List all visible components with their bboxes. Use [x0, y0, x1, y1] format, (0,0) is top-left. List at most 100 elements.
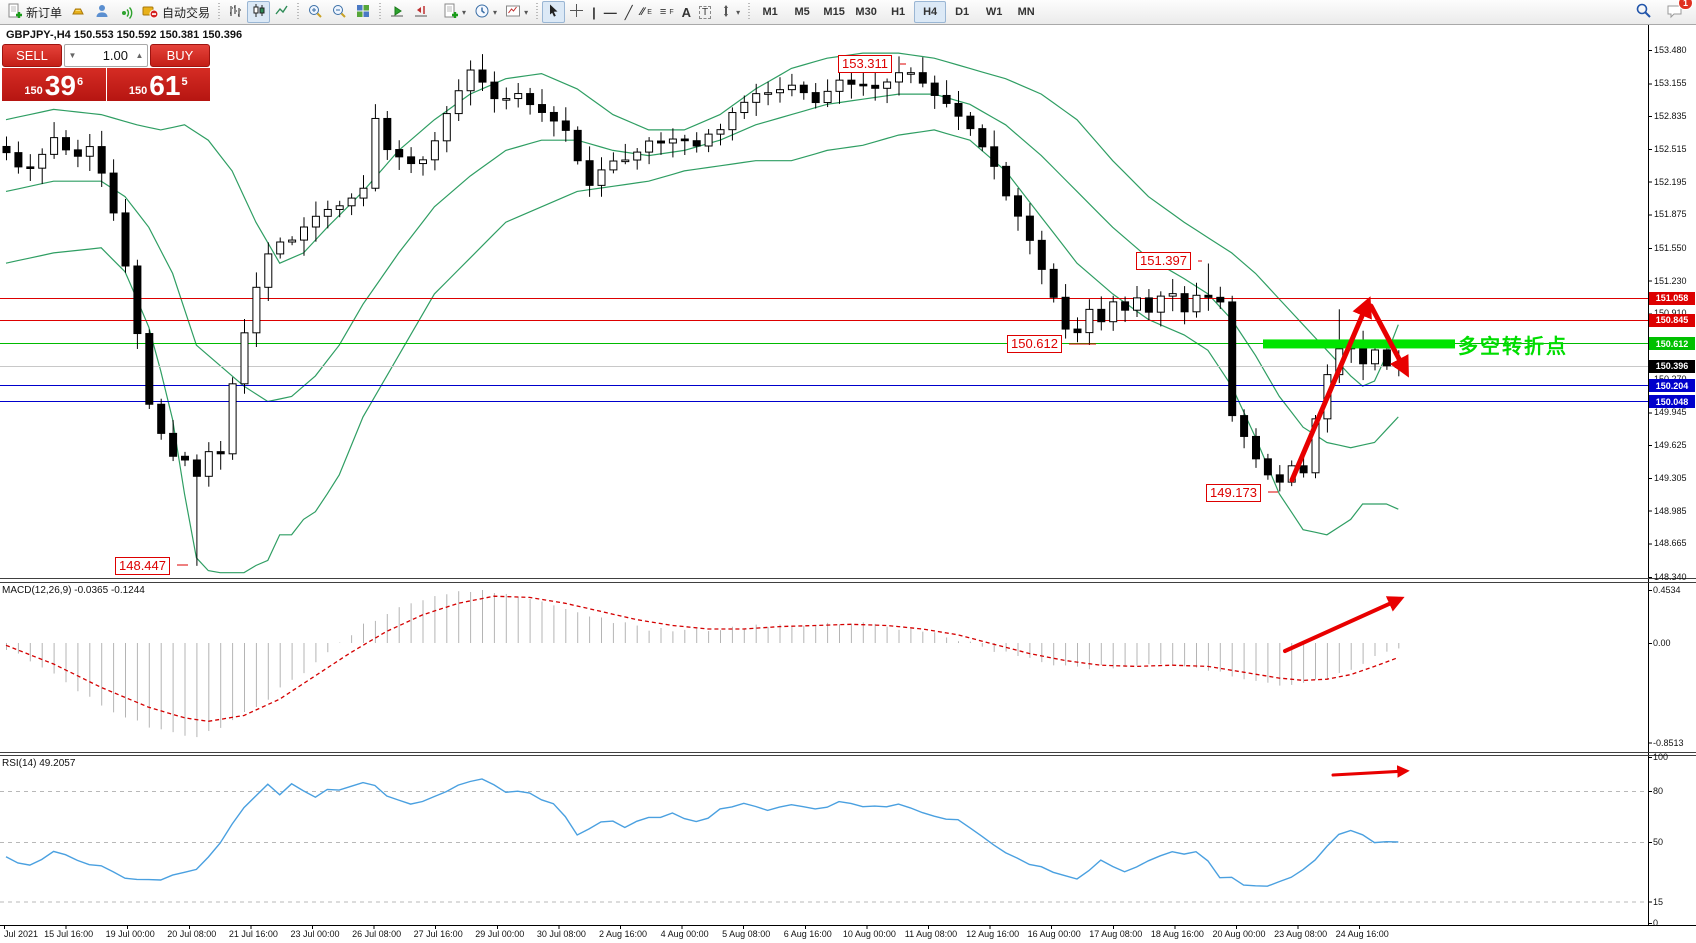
volume-value[interactable]: 1.00 — [102, 48, 128, 63]
candle-body — [430, 140, 439, 161]
price-tick: 148.985 — [1654, 505, 1687, 516]
timeframe-MN[interactable]: MN — [1017, 6, 1035, 18]
search-button[interactable] — [1631, 1, 1656, 23]
price-tick: 150.270 — [1654, 374, 1687, 384]
candle-body — [419, 159, 427, 165]
timeframe-H4[interactable]: H4 — [914, 1, 947, 23]
zoom-out-button[interactable] — [327, 1, 351, 23]
drawn-arrow-4[interactable] — [1331, 765, 1410, 778]
volume-decrease-button[interactable]: ▼ — [68, 51, 77, 60]
candlestick-chart-button[interactable] — [247, 1, 271, 23]
bollinger-lower-band — [5, 129, 1399, 574]
macd-histogram — [6, 589, 1400, 738]
timeframe-M5[interactable]: M5 — [794, 6, 810, 18]
notification-badge: 1 — [1677, 0, 1693, 10]
crosshair-tool-button[interactable] — [565, 1, 588, 23]
indicators-add-button[interactable]: ▾ — [439, 1, 470, 23]
timeframe-M15[interactable]: M15 — [823, 6, 845, 18]
symbol-ohlc-label: GBPJPY-,H4 150.553 150.592 150.381 150.3… — [6, 29, 243, 41]
candle-body — [704, 133, 713, 147]
price-callout-151.397[interactable]: 151.397 — [1136, 252, 1191, 270]
candle-body — [906, 72, 915, 75]
turning-point-annotation: 多空转折点 — [1458, 336, 1568, 358]
one-click-trading-widget: SELL ▼ 1.00 ▲ BUY 150 39 6 150 61 5 — [2, 44, 210, 101]
time-tick: 11 Aug 08:00 — [904, 929, 958, 939]
chart-shift-icon — [413, 3, 429, 22]
drawn-arrow-2[interactable] — [1368, 303, 1409, 378]
candle-body — [549, 111, 558, 122]
cursor-tool-button[interactable] — [542, 1, 566, 23]
price-callout-150.612[interactable]: 150.612 — [1007, 335, 1062, 353]
candle-body — [73, 149, 82, 157]
channel-tool-button[interactable]: ∕∕ E — [637, 1, 656, 23]
price-tick: 152.195 — [1654, 176, 1687, 187]
drawn-arrow-3[interactable] — [1283, 596, 1405, 653]
candle-body — [609, 160, 618, 171]
candle-body — [1097, 308, 1106, 323]
price-callout-153.311[interactable]: 153.311 — [838, 55, 893, 73]
candle-body — [1216, 296, 1225, 303]
label-tool-button[interactable]: T — [695, 1, 715, 23]
drawn-arrow-1[interactable] — [1289, 296, 1372, 483]
gold-button[interactable] — [66, 1, 90, 23]
trendline-tool-button[interactable]: ╱ — [621, 1, 637, 23]
price-tick: 149.945 — [1654, 407, 1687, 418]
autotrading-button[interactable]: 自动交易 — [138, 1, 214, 23]
candle-body — [240, 332, 249, 385]
timeframe-D1[interactable]: D1 — [955, 6, 970, 18]
timeframe-M30[interactable]: M30 — [855, 6, 877, 18]
community-button[interactable] — [90, 1, 114, 23]
tile-windows-icon — [355, 3, 371, 22]
sell-price-prefix: 150 — [24, 85, 43, 97]
horizontal-line-tool-button[interactable]: — — [600, 1, 621, 23]
time-tick: 12 Aug 16:00 — [966, 929, 1020, 939]
templates-button[interactable]: ▾ — [501, 1, 532, 23]
candle-body — [1109, 301, 1118, 323]
price-callout-148.447[interactable]: 148.447 — [115, 557, 170, 575]
timeframe-H1[interactable]: H1 — [891, 6, 906, 18]
new-order-button[interactable]: 新订单 — [3, 1, 66, 23]
fibonacci-tool-button[interactable]: ≡ F — [656, 1, 678, 23]
candle-body — [1121, 301, 1130, 311]
candle-body — [228, 383, 237, 455]
main-chart-panel[interactable] — [0, 25, 1648, 578]
text-tool-button[interactable]: A — [678, 1, 695, 23]
sell-price[interactable]: 150 39 6 — [2, 68, 106, 101]
signal-button[interactable] — [114, 1, 138, 23]
auto-scroll-button[interactable] — [385, 1, 409, 23]
timeframe-M1[interactable]: M1 — [762, 6, 778, 18]
macd-panel[interactable] — [0, 584, 1648, 751]
candle-body — [192, 459, 201, 477]
toolbar-group-trade: 新订单 自动交易 — [0, 1, 217, 23]
bar-chart-button[interactable] — [224, 1, 247, 23]
candle-body — [1144, 297, 1153, 313]
candle-body — [323, 208, 332, 217]
sell-price-main: 39 — [44, 70, 76, 102]
periods-button[interactable]: ▾ — [470, 1, 501, 23]
candle-body — [442, 113, 451, 142]
buy-price[interactable]: 150 61 5 — [106, 68, 210, 101]
time-tick: 15 Jul 16:00 — [44, 929, 94, 939]
candle-body — [776, 89, 784, 94]
sell-button[interactable]: SELL — [2, 44, 62, 67]
timeframe-W1[interactable]: W1 — [985, 6, 1003, 18]
volume-increase-button[interactable]: ▲ — [135, 51, 144, 60]
fibonacci-icon: ≡ — [659, 5, 667, 18]
rsi-panel[interactable] — [0, 756, 1648, 924]
vertical-line-tool-button[interactable]: | — [588, 1, 600, 23]
line-chart-button[interactable] — [270, 1, 293, 23]
turning-point-highlight-bar[interactable] — [1263, 339, 1455, 349]
arrows-tool-button[interactable]: ▾ — [715, 1, 744, 23]
chat-button[interactable]: 1 — [1662, 0, 1693, 23]
time-tick: 23 Aug 08:00 — [1274, 929, 1328, 939]
candle-body — [1252, 435, 1260, 460]
price-tag-150.048: 150.048 — [1649, 395, 1695, 409]
tile-windows-button[interactable] — [351, 1, 375, 23]
candle-body — [288, 239, 297, 243]
candle-body — [1299, 465, 1308, 474]
chart-shift-button[interactable] — [409, 1, 433, 23]
zoom-in-button[interactable] — [303, 1, 327, 23]
price-callout-149.173[interactable]: 149.173 — [1206, 484, 1261, 502]
clock-icon — [474, 3, 490, 22]
buy-button[interactable]: BUY — [150, 44, 210, 67]
